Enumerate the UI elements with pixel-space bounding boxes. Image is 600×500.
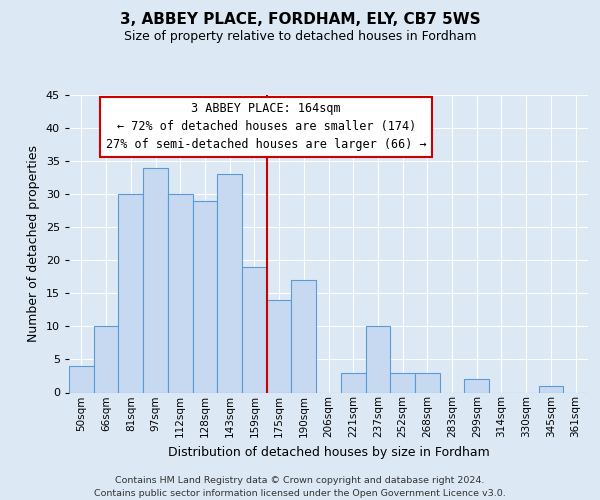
Bar — [415, 372, 440, 392]
Bar — [267, 300, 292, 392]
Bar — [365, 326, 390, 392]
Bar — [464, 380, 489, 392]
Bar — [217, 174, 242, 392]
Text: 3, ABBEY PLACE, FORDHAM, ELY, CB7 5WS: 3, ABBEY PLACE, FORDHAM, ELY, CB7 5WS — [119, 12, 481, 28]
Y-axis label: Number of detached properties: Number of detached properties — [27, 145, 40, 342]
Text: Contains HM Land Registry data © Crown copyright and database right 2024.: Contains HM Land Registry data © Crown c… — [115, 476, 485, 485]
Bar — [168, 194, 193, 392]
Bar — [118, 194, 143, 392]
Text: Size of property relative to detached houses in Fordham: Size of property relative to detached ho… — [124, 30, 476, 43]
Bar — [341, 372, 365, 392]
Bar — [390, 372, 415, 392]
Bar — [292, 280, 316, 392]
Bar — [69, 366, 94, 392]
Text: 3 ABBEY PLACE: 164sqm
← 72% of detached houses are smaller (174)
27% of semi-det: 3 ABBEY PLACE: 164sqm ← 72% of detached … — [106, 102, 427, 152]
Bar — [539, 386, 563, 392]
Text: Contains public sector information licensed under the Open Government Licence v3: Contains public sector information licen… — [94, 489, 506, 498]
Bar — [94, 326, 118, 392]
Bar — [193, 201, 217, 392]
Bar — [143, 168, 168, 392]
X-axis label: Distribution of detached houses by size in Fordham: Distribution of detached houses by size … — [167, 446, 490, 458]
Bar — [242, 267, 267, 392]
